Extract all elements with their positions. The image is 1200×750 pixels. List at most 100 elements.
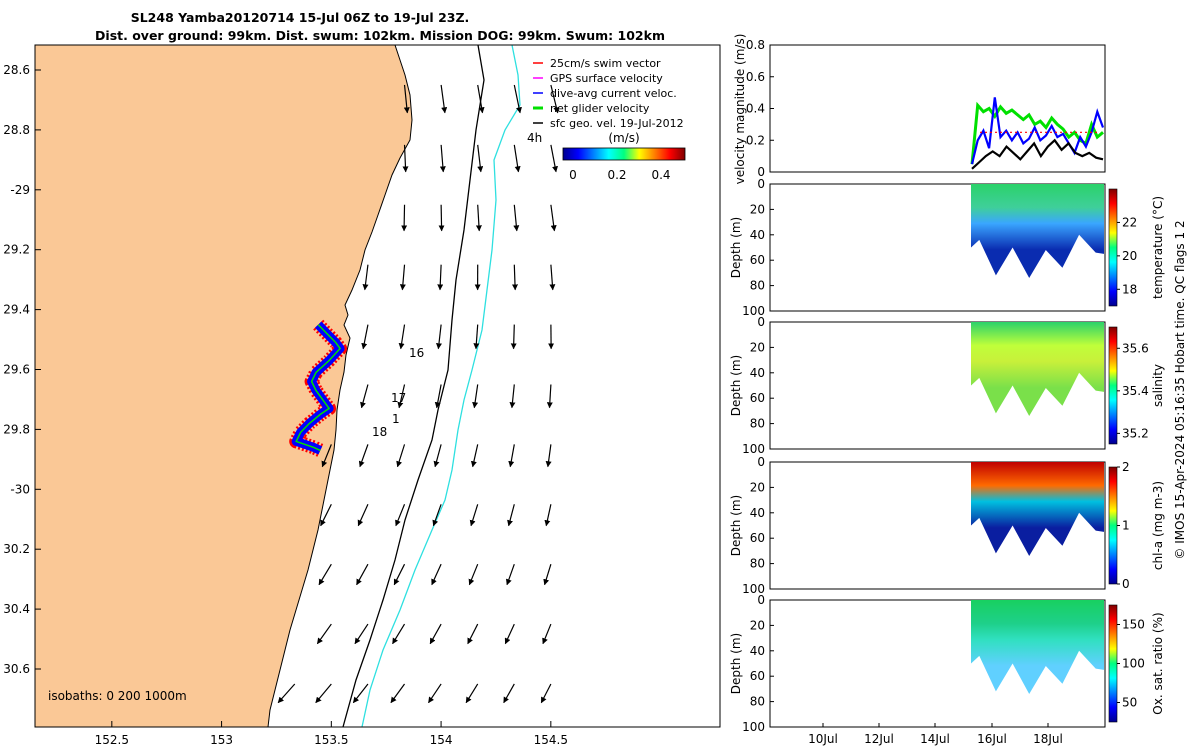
geo-arrow-64: [545, 444, 552, 468]
temperature-ctick-label-0: 18: [1122, 282, 1137, 296]
geo-arrow-11: [356, 563, 369, 586]
legend-label-geo: sfc geo. vel. 19-Jul-2012: [550, 117, 684, 130]
geo-arrow-27: [438, 204, 445, 232]
geo-arrow-1: [321, 444, 332, 468]
vel-ytick-label-2: 0.4: [746, 102, 765, 116]
geo-arrow-44: [468, 563, 479, 586]
legend-label-dive: dive-avg current veloc.: [550, 87, 677, 100]
geo-arrow-6: [362, 264, 369, 291]
geo-arrow-55: [505, 563, 515, 586]
chlorophyll-ytick-label-0: 0: [757, 455, 765, 469]
geo-arrow-15: [402, 144, 409, 173]
geo-arrow-5: [315, 683, 332, 704]
map-ytick-label-6: 29.8: [3, 422, 30, 436]
geo-arrow-53: [508, 444, 515, 468]
vel-ytick-label-3: 0.6: [746, 70, 765, 84]
salinity-ytick-label-5: 100: [742, 442, 765, 456]
temperature-ctick-label-1: 20: [1122, 249, 1137, 263]
geo-arrow-34: [429, 623, 442, 645]
oxygen-ytick-label-1: 20: [750, 618, 765, 632]
geo-arrow-25: [440, 84, 448, 114]
geo-arrow-59: [550, 144, 558, 173]
geo-arrow-19: [397, 384, 406, 409]
geo-arrow-57: [503, 683, 515, 704]
oxygen-ctick-label-0: 50: [1122, 696, 1137, 710]
map-ytick-label-7: -30: [10, 482, 30, 496]
temperature-section-fill: [971, 184, 1104, 278]
chlorophyll-ytick-label-4: 80: [750, 557, 765, 571]
temperature-ytick-label-4: 80: [750, 279, 765, 293]
geo-arrow-66: [543, 563, 552, 586]
title-line-1: SL248 Yamba20120714 15-Jul 06Z to 19-Jul…: [131, 10, 470, 25]
geo-arrow-43: [469, 504, 479, 527]
velocity-line-2: [971, 138, 1104, 170]
geo-arrow-17: [399, 264, 406, 291]
salinity-ctick-label-2: 35.6: [1122, 341, 1149, 355]
oxygen-ytick-label-2: 40: [750, 644, 765, 658]
salinity-ytick-label-0: 0: [757, 315, 765, 329]
geo-arrow-42: [470, 444, 479, 468]
geo-arrow-47: [513, 84, 522, 114]
salinity-colorbar: [1108, 326, 1118, 445]
geo-arrow-26: [439, 144, 446, 173]
map-ytick-label-5: 29.6: [3, 363, 30, 377]
chlorophyll-ctick-label-0: 0: [1122, 577, 1130, 591]
geo-arrow-48: [513, 144, 521, 173]
map-xtick-label-0: 152.5: [95, 733, 129, 747]
oxygen-xtick-label-0: 10Jul: [808, 732, 838, 746]
salinity-colorbar-label: salinity: [1151, 364, 1165, 407]
salinity-ylabel: Depth (m): [729, 355, 743, 416]
velocity-y-ticks: 0 0.2 0.4 0.6 0.8: [746, 38, 774, 179]
geo-arrow-20: [396, 444, 406, 468]
geo-arrow-60: [550, 204, 557, 232]
geo-arrow-45: [467, 623, 479, 645]
chlorophyll-colorbar-label: chl-a (mg m-3): [1151, 481, 1165, 570]
geo-arrow-33: [431, 563, 442, 586]
geo-arrow-63: [546, 384, 553, 409]
legend-label-gps: GPS surface velocity: [550, 72, 663, 85]
day-label-16: 16: [409, 346, 424, 360]
day-label-1: 1: [392, 412, 400, 426]
geo-arrow-58: [550, 84, 560, 114]
geo-arrow-30: [434, 384, 442, 409]
vel-ytick-label-0: 0: [757, 165, 765, 179]
oxygen-colorbar: [1108, 604, 1118, 723]
vel-ytick-label-4: 0.8: [746, 38, 765, 52]
geo-arrow-12: [354, 623, 369, 645]
geo-arrow-51: [510, 324, 517, 350]
geo-arrow-13: [352, 683, 369, 704]
velocity-axes-frame: [769, 44, 1106, 173]
section-panel-oxygen: 0 20 40 60 80 100 Depth (m) 50 100 150 Ox. sat. ra…: [729, 593, 1165, 746]
map-frame: [34, 44, 721, 728]
oxygen-section-fill: [971, 600, 1104, 694]
geo-arrow-29: [435, 324, 442, 350]
geo-arrow-3: [318, 563, 332, 586]
geo-arrow-22: [393, 563, 406, 586]
geo-arrow-10: [357, 504, 369, 527]
land-mass: [35, 45, 413, 727]
map-legend: 25cm/s swim vector GPS surface velocity …: [533, 57, 684, 130]
velocity-series: [970, 97, 1105, 170]
salinity-section-fill: [971, 322, 1104, 416]
chlorophyll-ytick-label-1: 20: [750, 480, 765, 494]
salinity-ctick-label-0: 35.2: [1122, 426, 1149, 440]
temperature-ctick-label-2: 22: [1122, 215, 1137, 229]
map-xtick-label-1: 153: [210, 733, 233, 747]
geo-arrow-9: [358, 444, 369, 468]
oxygen-colorbar-label: Ox. sat. ratio (%): [1151, 612, 1165, 714]
temperature-colorbar: [1108, 188, 1118, 307]
time-label-4h: 4h: [527, 131, 542, 145]
oxygen-ytick-label-3: 60: [750, 669, 765, 683]
map-ytick-label-9: 30.4: [3, 602, 30, 616]
geo-arrow-31: [433, 444, 442, 468]
geo-arrow-18: [398, 324, 406, 350]
geo-arrow-40: [473, 324, 480, 350]
temperature-ytick-label-1: 20: [750, 202, 765, 216]
chlorophyll-ctick-label-1: 1: [1122, 519, 1130, 533]
oxygen-ctick-label-2: 150: [1122, 618, 1145, 632]
geo-arrow-65: [544, 504, 552, 527]
map-xtick-label-3: 154: [430, 733, 453, 747]
isobath-1000m: [361, 45, 521, 727]
map-ytick-label-1: 28.8: [3, 123, 30, 137]
